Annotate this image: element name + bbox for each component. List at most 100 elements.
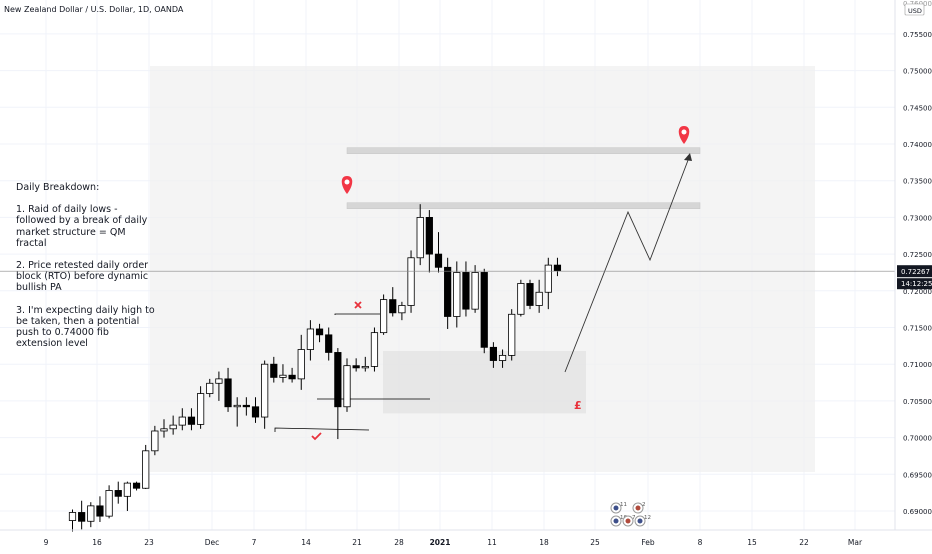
candle-body[interactable] bbox=[87, 505, 95, 522]
candle-body[interactable] bbox=[270, 363, 278, 378]
event-flag-dot bbox=[613, 518, 619, 524]
candle-body[interactable] bbox=[306, 328, 315, 350]
candle-body[interactable] bbox=[233, 404, 241, 408]
event-count: 2 bbox=[642, 502, 646, 508]
candle-body[interactable] bbox=[471, 272, 479, 310]
target-marker-icon-dot bbox=[681, 129, 687, 135]
analysis-note[interactable]: Daily Breakdown: 1. Raid of daily lows -… bbox=[16, 182, 156, 360]
candle-body[interactable] bbox=[114, 490, 122, 497]
candle-body[interactable] bbox=[123, 482, 131, 497]
candle-body[interactable] bbox=[105, 490, 113, 517]
candle-body[interactable] bbox=[279, 374, 287, 378]
time-tick-label: 18 bbox=[539, 538, 549, 547]
order-block-zone[interactable] bbox=[383, 350, 586, 414]
candle-body[interactable] bbox=[343, 365, 351, 408]
chart-title: New Zealand Dollar / U.S. Dollar, 1D, OA… bbox=[4, 5, 184, 14]
candle-body[interactable] bbox=[398, 305, 406, 314]
candle-body[interactable] bbox=[544, 264, 552, 293]
candle-body[interactable] bbox=[96, 505, 104, 517]
candle-body[interactable] bbox=[68, 512, 77, 521]
check-mark-icon bbox=[311, 432, 322, 441]
candle-body[interactable] bbox=[361, 366, 369, 369]
candle-body[interactable] bbox=[160, 428, 168, 432]
time-tick-label: 14 bbox=[301, 538, 311, 547]
price-tick-label: 0.74500 bbox=[903, 104, 932, 112]
candle-body[interactable] bbox=[444, 266, 452, 317]
candle-body[interactable] bbox=[462, 272, 470, 310]
candle-body[interactable] bbox=[151, 430, 159, 452]
candle-body[interactable] bbox=[242, 404, 250, 408]
candle-body[interactable] bbox=[142, 450, 150, 489]
candle-body[interactable] bbox=[416, 216, 424, 259]
candle-body[interactable] bbox=[489, 346, 498, 361]
candle-body[interactable] bbox=[288, 374, 296, 380]
cross-mark-icon bbox=[354, 301, 362, 309]
candle-body[interactable] bbox=[187, 416, 196, 425]
time-tick-label: 11 bbox=[487, 538, 497, 547]
currency-box[interactable] bbox=[904, 3, 925, 16]
candle-body[interactable] bbox=[553, 264, 562, 272]
candle-body[interactable] bbox=[196, 393, 205, 425]
candle-body[interactable] bbox=[370, 332, 379, 367]
candle-body[interactable] bbox=[78, 512, 86, 522]
price-tick-label: 0.72000 bbox=[903, 288, 932, 296]
candle-body[interactable] bbox=[526, 283, 534, 306]
candle-body[interactable] bbox=[178, 416, 186, 426]
event-count: 7 bbox=[632, 515, 636, 521]
candle-body[interactable] bbox=[453, 272, 461, 317]
last-price-tag bbox=[897, 265, 932, 278]
time-tick-label: 15 bbox=[747, 538, 757, 547]
candle-body[interactable] bbox=[535, 291, 543, 306]
candle-body[interactable] bbox=[407, 257, 415, 306]
location-marker-icon[interactable] bbox=[341, 176, 353, 194]
time-tick-label: Feb bbox=[641, 538, 655, 547]
price-tick-label: 0.74000 bbox=[903, 141, 932, 149]
candle-body[interactable] bbox=[517, 283, 525, 315]
price-axis[interactable] bbox=[895, 0, 932, 530]
currency-label: USD bbox=[908, 7, 922, 15]
note-point-3: 3. I'm expecting daily high to be taken,… bbox=[16, 304, 155, 350]
projection-path[interactable] bbox=[564, 154, 691, 373]
candle-body[interactable] bbox=[169, 424, 177, 430]
candle-body[interactable] bbox=[334, 352, 342, 408]
time-tick-label: Dec bbox=[205, 538, 220, 547]
candle-body[interactable] bbox=[379, 299, 388, 334]
candle-body[interactable] bbox=[215, 378, 223, 384]
price-tick-label: 0.75500 bbox=[903, 31, 932, 39]
candle-body[interactable] bbox=[224, 378, 232, 408]
price-tick-label: 0.75000 bbox=[903, 68, 932, 76]
candle-body[interactable] bbox=[508, 313, 516, 356]
time-tick-label: Mar bbox=[848, 538, 863, 547]
candle-body[interactable] bbox=[498, 354, 507, 361]
target-marker-icon[interactable] bbox=[678, 126, 690, 144]
projection-arrowhead bbox=[684, 153, 692, 161]
target-level-band-074[interactable] bbox=[346, 147, 701, 154]
note-heading: Daily Breakdown: bbox=[16, 182, 100, 193]
candle-body[interactable] bbox=[297, 349, 305, 380]
candle-body[interactable] bbox=[206, 382, 214, 394]
candle-body[interactable] bbox=[425, 216, 433, 255]
candle-body[interactable] bbox=[325, 334, 333, 353]
daily-high-band[interactable] bbox=[346, 202, 701, 209]
price-tick-label: 0.72500 bbox=[903, 251, 932, 259]
price-tick-label: 0.69000 bbox=[903, 508, 932, 516]
candle-body[interactable] bbox=[434, 253, 443, 268]
event-flag-dot bbox=[613, 505, 619, 511]
candle-body[interactable] bbox=[132, 482, 141, 489]
candle-body[interactable] bbox=[315, 328, 324, 336]
structure-high-line[interactable] bbox=[334, 313, 387, 315]
candle-body[interactable] bbox=[251, 406, 260, 418]
price-tick-label: 0.70000 bbox=[903, 435, 932, 443]
candle-body[interactable] bbox=[389, 299, 397, 314]
price-tick-label: 0.73000 bbox=[903, 214, 932, 222]
candle-body[interactable] bbox=[480, 272, 488, 348]
time-tick-label: 7 bbox=[252, 538, 257, 547]
price-tick-label: 0.71000 bbox=[903, 361, 932, 369]
candle-body[interactable] bbox=[261, 363, 269, 418]
event-flag-dot bbox=[637, 518, 643, 524]
location-marker-icon-dot bbox=[344, 179, 350, 185]
time-tick-label: 2021 bbox=[430, 538, 451, 547]
candle-body[interactable] bbox=[352, 365, 360, 369]
